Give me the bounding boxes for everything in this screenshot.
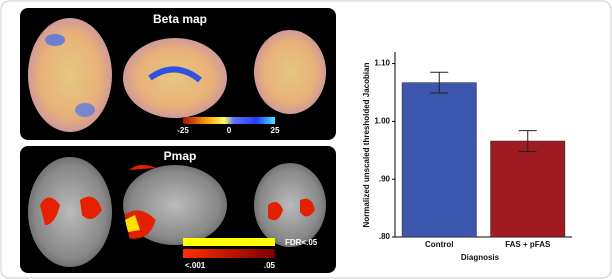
bar xyxy=(491,141,565,237)
y-tick-label: 1.00 xyxy=(374,116,390,125)
blob xyxy=(45,34,65,46)
x-tick-label: Control xyxy=(425,240,453,249)
p-bar xyxy=(183,249,275,258)
y-tick-label: .90 xyxy=(379,174,391,183)
blob xyxy=(75,103,95,117)
colorbar-tick-label: 0 xyxy=(227,126,232,135)
colorbar-tick-label: -25 xyxy=(177,126,189,135)
colorbar-tick-label: 25 xyxy=(271,126,280,135)
panel-title: Pmap xyxy=(164,149,197,163)
x-tick-label: FAS + pFAS xyxy=(505,240,551,249)
figure: Beta map Pmap FDR<.05 <.001 .05 Normaliz… xyxy=(0,0,612,279)
fdr-label: FDR<.05 xyxy=(285,238,318,247)
colorbar xyxy=(183,117,275,124)
p-label: .05 xyxy=(264,261,276,270)
brain-coronal xyxy=(254,163,326,247)
x-axis-label: Diagnosis xyxy=(461,253,500,262)
brain-coronal xyxy=(254,30,326,114)
y-axis-label: Normalized unscaled thresholded Jacobian xyxy=(362,62,371,227)
fdr-bar xyxy=(183,238,275,246)
brain-axial xyxy=(28,18,112,132)
page: Beta map Pmap FDR<.05 <.001 .05 Normaliz… xyxy=(0,0,612,279)
brain-sagittal xyxy=(123,38,227,118)
bar xyxy=(402,83,476,237)
panel-title: Beta map xyxy=(153,12,207,26)
p-label: <.001 xyxy=(185,261,206,270)
y-tick-label: .80 xyxy=(379,232,391,241)
y-tick-label: 1.10 xyxy=(374,59,390,68)
